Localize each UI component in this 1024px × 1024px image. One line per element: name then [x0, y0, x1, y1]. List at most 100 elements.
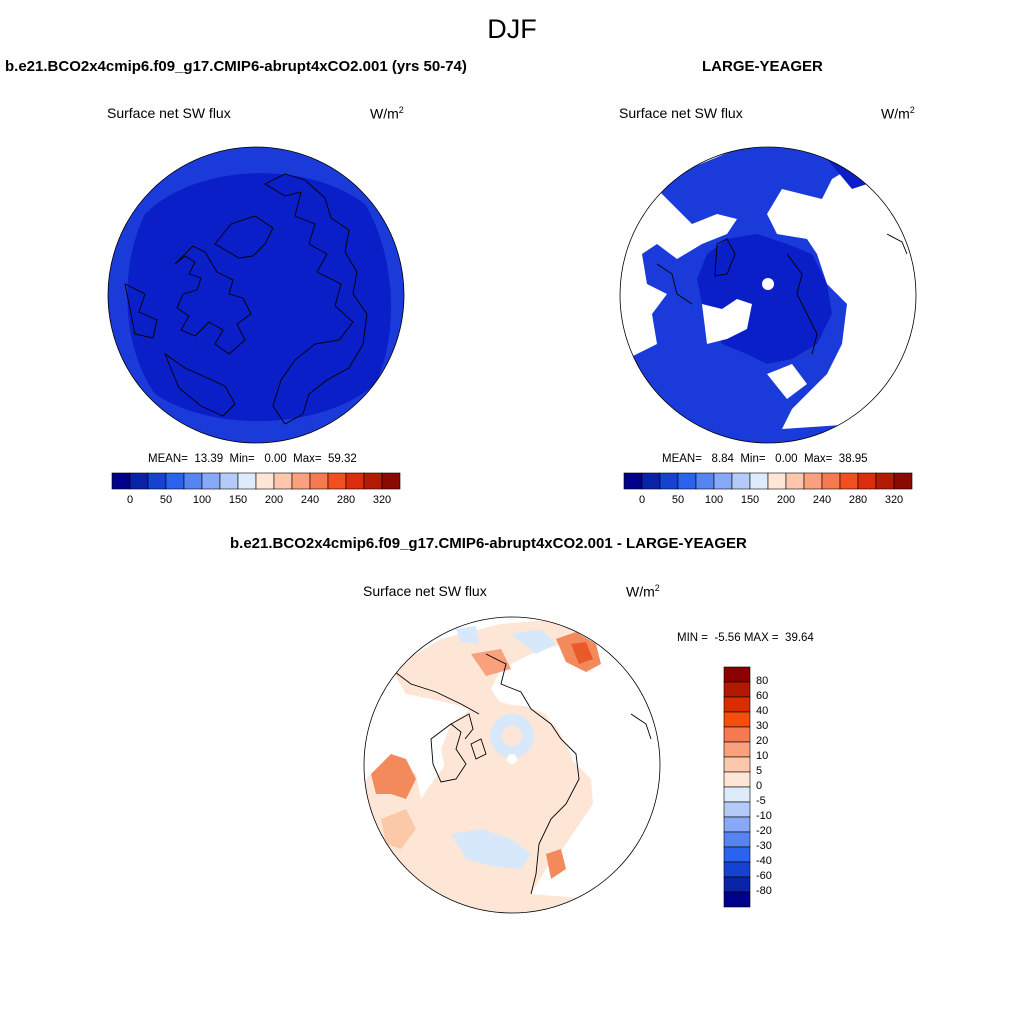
model-coastline-alaska [163, 352, 236, 417]
panel-model-colorbar-swatch [273, 472, 293, 490]
panel-diff-colorbar-tick-label: 10 [756, 750, 769, 762]
figure-title: DJF [487, 14, 537, 44]
panel-obs-colorbar-swatch [731, 472, 751, 490]
panel-obs-colorbar-swatch [767, 472, 787, 490]
panel-model-colorbar-swatch [291, 472, 311, 490]
diff-coastline-greenland [430, 723, 467, 783]
panel-diff-map [363, 616, 661, 914]
panel-model-colorbar-swatch [129, 472, 149, 490]
panel-model-variable-label: Surface net SW flux [107, 105, 231, 121]
diff-positive-labrador [546, 849, 566, 879]
diff-negative-pole-ring [490, 714, 534, 758]
panel-obs-colorbar-swatch [893, 472, 913, 490]
panel-model-colorbar-swatch [255, 472, 275, 490]
panel-obs-units-label: W/m2 [881, 105, 915, 122]
panel-diff-colorbar-tick-label: 60 [756, 690, 769, 702]
panel-diff-colorbar-swatch [723, 741, 751, 758]
panel-model-colorbar-ticks: 0 50 100 150 200 240 280 320 [112, 494, 400, 510]
panel-diff-colorbar-swatch [723, 756, 751, 773]
panel-diff-colorbar-tick-label: 80 [756, 675, 769, 687]
panel-model-units-label: W/m2 [370, 105, 404, 122]
panel-diff-colorbar-tick-label: 40 [756, 705, 769, 717]
panel-diff-colorbar-swatch [723, 771, 751, 788]
diff-coastline-na [390, 668, 480, 715]
panel-model-colorbar-tick-label: 240 [300, 494, 320, 506]
panel-diff-variable-label: Surface net SW flux [363, 583, 487, 599]
panel-diff-colorbar-tick-label: 5 [756, 765, 763, 777]
panel-model-colorbar-swatch [201, 472, 221, 490]
panel-diff-colorbar-swatch [723, 801, 751, 818]
model-flux-field-higher [127, 173, 392, 422]
panel-obs-colorbar-tick-label: 200 [776, 494, 796, 506]
model-coastline-hudson [124, 283, 158, 339]
panel-diff-colorbar-swatch [723, 891, 751, 908]
panel-model-colorbar-tick-label: 280 [336, 494, 356, 506]
panel-obs-colorbar-swatch [713, 472, 733, 490]
panel-obs-colorbar-swatch [677, 472, 697, 490]
panel-diff-colorbar-swatch [723, 861, 751, 878]
panel-diff-colorbar-ticks: 80 60 40 30 20 10 5 0 -5 -10 -20 -30 -40 -60 -80 [756, 667, 796, 907]
panel-obs-colorbar-tick-label: 100 [704, 494, 724, 506]
panel-obs-colorbar-swatch [803, 472, 823, 490]
panel-model-colorbar-swatch [309, 472, 329, 490]
diff-coastline-island [630, 713, 652, 740]
panel-diff-colorbar-tick-label: -10 [756, 810, 772, 822]
diff-negative-north-atlantic [511, 629, 556, 654]
panel-model-colorbar-swatch [183, 472, 203, 490]
obs-missing-eurasia-tip [767, 364, 807, 399]
panel-obs-colorbar-swatch [857, 472, 877, 490]
diff-negative-east-siberia [451, 829, 531, 869]
panel-diff-colorbar-swatch [723, 816, 751, 833]
diff-positive-barents [471, 649, 511, 676]
obs-coastline-na [656, 263, 693, 305]
panel-model-colorbar-swatch [165, 472, 185, 490]
panel-diff-colorbar-swatch [723, 846, 751, 863]
panel-diff-colorbar-tick-label: -60 [756, 870, 772, 882]
diff-coastline-eurasia [485, 653, 580, 895]
panel-obs-title: LARGE-YEAGER [702, 58, 823, 75]
panel-obs-variable-label: Surface net SW flux [619, 105, 743, 121]
panel-obs-colorbar-swatch [821, 472, 841, 490]
diff-pole-hole [507, 754, 517, 764]
diff-field-interior [441, 702, 576, 836]
diff-coastline-archipelago [450, 713, 487, 760]
panel-diff-stats: MIN = -5.56 MAX = 39.64 [677, 632, 814, 644]
panel-obs-stats: MEAN= 8.84 Min= 0.00 Max= 38.95 [662, 453, 868, 465]
obs-coastline-greenland [714, 238, 736, 277]
panel-diff-units-label: W/m2 [626, 583, 660, 600]
model-coastline-eurasia [264, 173, 368, 425]
diff-negative-barents [456, 626, 479, 644]
panel-model-colorbar-tick-label: 320 [372, 494, 392, 506]
panel-diff-title: b.e21.BCO2x4cmip6.f09_g17.CMIP6-abrupt4x… [230, 535, 747, 552]
panel-diff-colorbar-swatch [723, 696, 751, 713]
panel-obs-colorbar-swatch [749, 472, 769, 490]
obs-coastline-eurasia [786, 253, 818, 355]
panel-model-colorbar-tick-label: 200 [264, 494, 284, 506]
panel-diff-colorbar-swatch [723, 876, 751, 893]
panel-diff-colorbar-tick-label: 0 [756, 780, 763, 792]
panel-diff-colorbar-tick-label: 20 [756, 735, 769, 747]
panel-obs-colorbar-ticks: 0 50 100 150 200 240 280 320 [624, 494, 912, 510]
panel-diff-colorbar-tick-label: -5 [756, 795, 766, 807]
panel-model-stats: MEAN= 13.39 Min= 0.00 Max= 59.32 [148, 453, 357, 465]
panel-obs-colorbar-swatch [785, 472, 805, 490]
model-coastline-greenland [214, 215, 274, 259]
panel-model-colorbar-swatch [219, 472, 239, 490]
panel-obs-colorbar-swatch [641, 472, 661, 490]
panel-diff-colorbar [723, 666, 751, 908]
panel-obs-colorbar-tick-label: 320 [884, 494, 904, 506]
panel-diff-colorbar-tick-label: -40 [756, 855, 772, 867]
diff-positive-kamchatka [381, 809, 416, 849]
panel-model-colorbar-swatch [381, 472, 401, 490]
panel-model-colorbar-swatch [327, 472, 347, 490]
panel-obs-colorbar-swatch [623, 472, 643, 490]
panel-obs-colorbar-swatch [659, 472, 679, 490]
panel-model-colorbar-swatch [111, 472, 131, 490]
model-coastline-canada [174, 245, 252, 355]
panel-model-colorbar-tick-label: 0 [126, 494, 134, 506]
obs-coastline-island [886, 233, 908, 255]
panel-diff-colorbar-swatch [723, 831, 751, 848]
panel-obs-colorbar [623, 472, 913, 490]
panel-diff-colorbar-tick-label: 30 [756, 720, 769, 732]
panel-diff-colorbar-swatch [723, 711, 751, 728]
